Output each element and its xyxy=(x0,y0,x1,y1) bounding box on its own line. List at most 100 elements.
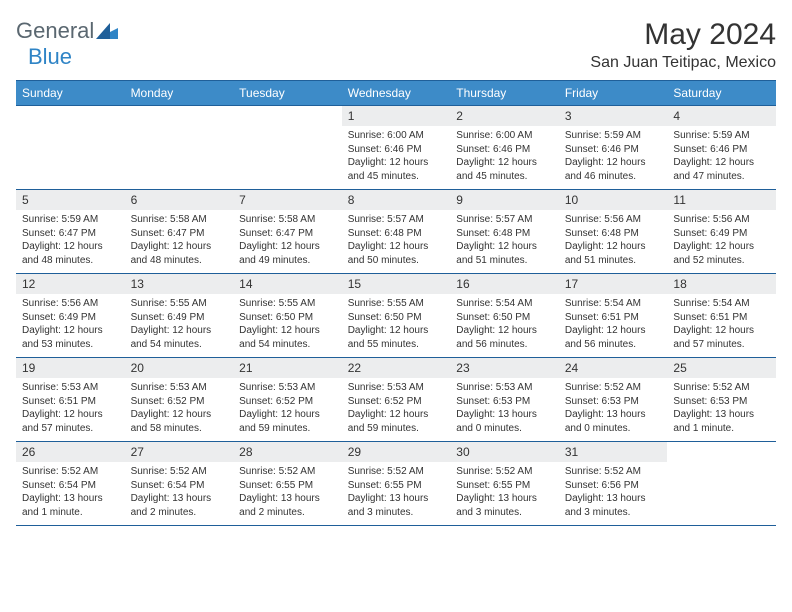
calendar-cell: 19Sunrise: 5:53 AMSunset: 6:51 PMDayligh… xyxy=(16,358,125,441)
day-header: Thursday xyxy=(450,81,559,105)
calendar-cell: 6Sunrise: 5:58 AMSunset: 6:47 PMDaylight… xyxy=(125,190,234,273)
day-number: 27 xyxy=(125,442,234,462)
title-block: May 2024 San Juan Teitipac, Mexico xyxy=(590,18,776,72)
day-number: 1 xyxy=(342,106,451,126)
calendar-cell: 12Sunrise: 5:56 AMSunset: 6:49 PMDayligh… xyxy=(16,274,125,357)
day-number: 25 xyxy=(667,358,776,378)
calendar-cell: 4Sunrise: 5:59 AMSunset: 6:46 PMDaylight… xyxy=(667,106,776,189)
day-number: 16 xyxy=(450,274,559,294)
logo-icon xyxy=(96,23,118,39)
day-info: Sunrise: 5:52 AMSunset: 6:53 PMDaylight:… xyxy=(667,378,776,441)
day-number: 11 xyxy=(667,190,776,210)
calendar-cell: 27Sunrise: 5:52 AMSunset: 6:54 PMDayligh… xyxy=(125,442,234,525)
calendar-cell: 9Sunrise: 5:57 AMSunset: 6:48 PMDaylight… xyxy=(450,190,559,273)
calendar-cell: 25Sunrise: 5:52 AMSunset: 6:53 PMDayligh… xyxy=(667,358,776,441)
day-info: Sunrise: 5:56 AMSunset: 6:49 PMDaylight:… xyxy=(667,210,776,273)
day-info: Sunrise: 6:00 AMSunset: 6:46 PMDaylight:… xyxy=(342,126,451,189)
day-info: Sunrise: 5:52 AMSunset: 6:55 PMDaylight:… xyxy=(233,462,342,525)
day-number: 6 xyxy=(125,190,234,210)
day-info: Sunrise: 5:54 AMSunset: 6:51 PMDaylight:… xyxy=(667,294,776,357)
calendar-week: 5Sunrise: 5:59 AMSunset: 6:47 PMDaylight… xyxy=(16,190,776,274)
day-info: Sunrise: 5:56 AMSunset: 6:48 PMDaylight:… xyxy=(559,210,668,273)
day-info: Sunrise: 5:52 AMSunset: 6:55 PMDaylight:… xyxy=(342,462,451,525)
day-info: Sunrise: 5:52 AMSunset: 6:56 PMDaylight:… xyxy=(559,462,668,525)
calendar-cell: 13Sunrise: 5:55 AMSunset: 6:49 PMDayligh… xyxy=(125,274,234,357)
header: General May 2024 San Juan Teitipac, Mexi… xyxy=(16,18,776,72)
day-number: 23 xyxy=(450,358,559,378)
day-number: 19 xyxy=(16,358,125,378)
day-number: 24 xyxy=(559,358,668,378)
calendar-cell: 31Sunrise: 5:52 AMSunset: 6:56 PMDayligh… xyxy=(559,442,668,525)
day-info: Sunrise: 5:58 AMSunset: 6:47 PMDaylight:… xyxy=(125,210,234,273)
day-number: 18 xyxy=(667,274,776,294)
day-number: 13 xyxy=(125,274,234,294)
day-info: Sunrise: 5:55 AMSunset: 6:49 PMDaylight:… xyxy=(125,294,234,357)
calendar-cell: 30Sunrise: 5:52 AMSunset: 6:55 PMDayligh… xyxy=(450,442,559,525)
day-number: 21 xyxy=(233,358,342,378)
day-number: 22 xyxy=(342,358,451,378)
day-number: 8 xyxy=(342,190,451,210)
day-number: 9 xyxy=(450,190,559,210)
day-number: 12 xyxy=(16,274,125,294)
calendar-cell: 26Sunrise: 5:52 AMSunset: 6:54 PMDayligh… xyxy=(16,442,125,525)
logo-text-2: Blue xyxy=(28,44,72,70)
day-header: Monday xyxy=(125,81,234,105)
day-info: Sunrise: 5:59 AMSunset: 6:47 PMDaylight:… xyxy=(16,210,125,273)
day-header: Tuesday xyxy=(233,81,342,105)
day-number: 17 xyxy=(559,274,668,294)
day-info: Sunrise: 5:57 AMSunset: 6:48 PMDaylight:… xyxy=(450,210,559,273)
day-info: Sunrise: 5:52 AMSunset: 6:55 PMDaylight:… xyxy=(450,462,559,525)
calendar-cell xyxy=(125,106,234,189)
calendar-cell: 10Sunrise: 5:56 AMSunset: 6:48 PMDayligh… xyxy=(559,190,668,273)
day-number: 31 xyxy=(559,442,668,462)
day-info: Sunrise: 5:55 AMSunset: 6:50 PMDaylight:… xyxy=(233,294,342,357)
day-info: Sunrise: 5:59 AMSunset: 6:46 PMDaylight:… xyxy=(559,126,668,189)
day-info: Sunrise: 5:54 AMSunset: 6:50 PMDaylight:… xyxy=(450,294,559,357)
day-info: Sunrise: 5:53 AMSunset: 6:51 PMDaylight:… xyxy=(16,378,125,441)
day-number: 3 xyxy=(559,106,668,126)
day-info: Sunrise: 5:53 AMSunset: 6:52 PMDaylight:… xyxy=(125,378,234,441)
calendar-cell xyxy=(16,106,125,189)
day-info: Sunrise: 5:59 AMSunset: 6:46 PMDaylight:… xyxy=(667,126,776,189)
day-number: 7 xyxy=(233,190,342,210)
day-number: 4 xyxy=(667,106,776,126)
day-number: 29 xyxy=(342,442,451,462)
calendar-week: 19Sunrise: 5:53 AMSunset: 6:51 PMDayligh… xyxy=(16,358,776,442)
calendar-cell: 15Sunrise: 5:55 AMSunset: 6:50 PMDayligh… xyxy=(342,274,451,357)
calendar-cell: 23Sunrise: 5:53 AMSunset: 6:53 PMDayligh… xyxy=(450,358,559,441)
day-number: 10 xyxy=(559,190,668,210)
day-info: Sunrise: 5:58 AMSunset: 6:47 PMDaylight:… xyxy=(233,210,342,273)
calendar-week: 26Sunrise: 5:52 AMSunset: 6:54 PMDayligh… xyxy=(16,442,776,526)
day-info: Sunrise: 5:53 AMSunset: 6:53 PMDaylight:… xyxy=(450,378,559,441)
calendar-cell: 29Sunrise: 5:52 AMSunset: 6:55 PMDayligh… xyxy=(342,442,451,525)
day-info: Sunrise: 5:52 AMSunset: 6:54 PMDaylight:… xyxy=(125,462,234,525)
day-header: Sunday xyxy=(16,81,125,105)
day-info: Sunrise: 5:54 AMSunset: 6:51 PMDaylight:… xyxy=(559,294,668,357)
month-title: May 2024 xyxy=(590,18,776,52)
calendar-cell: 8Sunrise: 5:57 AMSunset: 6:48 PMDaylight… xyxy=(342,190,451,273)
calendar-cell xyxy=(667,442,776,525)
day-number: 5 xyxy=(16,190,125,210)
day-number: 30 xyxy=(450,442,559,462)
calendar-cell: 16Sunrise: 5:54 AMSunset: 6:50 PMDayligh… xyxy=(450,274,559,357)
calendar-cell: 28Sunrise: 5:52 AMSunset: 6:55 PMDayligh… xyxy=(233,442,342,525)
calendar-cell: 11Sunrise: 5:56 AMSunset: 6:49 PMDayligh… xyxy=(667,190,776,273)
location: San Juan Teitipac, Mexico xyxy=(590,54,776,72)
calendar-cell: 22Sunrise: 5:53 AMSunset: 6:52 PMDayligh… xyxy=(342,358,451,441)
day-number: 20 xyxy=(125,358,234,378)
calendar-cell: 18Sunrise: 5:54 AMSunset: 6:51 PMDayligh… xyxy=(667,274,776,357)
day-number: 26 xyxy=(16,442,125,462)
day-header-row: Sunday Monday Tuesday Wednesday Thursday… xyxy=(16,80,776,106)
calendar-week: 1Sunrise: 6:00 AMSunset: 6:46 PMDaylight… xyxy=(16,106,776,190)
calendar-cell: 7Sunrise: 5:58 AMSunset: 6:47 PMDaylight… xyxy=(233,190,342,273)
calendar-grid: 1Sunrise: 6:00 AMSunset: 6:46 PMDaylight… xyxy=(16,106,776,526)
calendar-cell: 3Sunrise: 5:59 AMSunset: 6:46 PMDaylight… xyxy=(559,106,668,189)
day-info: Sunrise: 5:55 AMSunset: 6:50 PMDaylight:… xyxy=(342,294,451,357)
day-header: Friday xyxy=(559,81,668,105)
day-number: 14 xyxy=(233,274,342,294)
day-info: Sunrise: 5:53 AMSunset: 6:52 PMDaylight:… xyxy=(233,378,342,441)
day-info: Sunrise: 5:57 AMSunset: 6:48 PMDaylight:… xyxy=(342,210,451,273)
calendar-cell: 5Sunrise: 5:59 AMSunset: 6:47 PMDaylight… xyxy=(16,190,125,273)
day-info: Sunrise: 6:00 AMSunset: 6:46 PMDaylight:… xyxy=(450,126,559,189)
day-header: Saturday xyxy=(667,81,776,105)
